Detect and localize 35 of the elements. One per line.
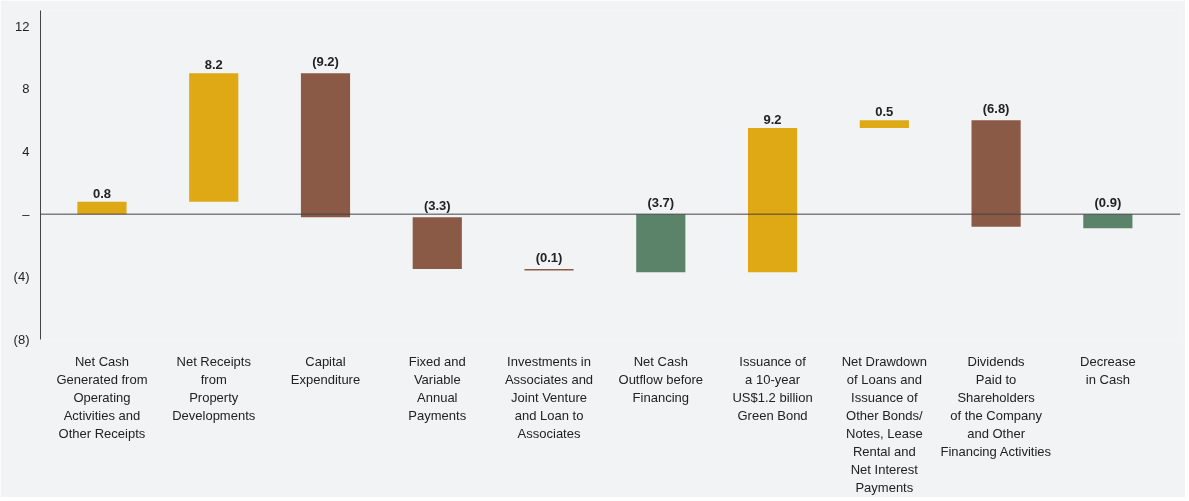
y-tick-label: 4 bbox=[22, 144, 30, 159]
data-label: (6.8) bbox=[982, 101, 1010, 117]
data-label: 8.2 bbox=[204, 57, 223, 73]
y-tick-label: (4) bbox=[13, 269, 30, 285]
data-label: (3.3) bbox=[423, 198, 451, 214]
bar bbox=[189, 73, 239, 202]
bar bbox=[636, 214, 686, 273]
y-tick-label: 12 bbox=[15, 18, 30, 34]
data-label: (3.7) bbox=[647, 195, 675, 211]
y-tick-label: (8) bbox=[13, 332, 30, 347]
data-label: (0.9) bbox=[1094, 195, 1122, 211]
y-tick-label: – bbox=[22, 206, 31, 222]
x-tick-label: Net Drawdown of Loans and Issuance of Other Bonds/ Notes, Lease Rental and Net Interest Payments bbox=[841, 353, 927, 495]
bar bbox=[1083, 214, 1133, 229]
x-tick-label: Capital Expenditure bbox=[290, 353, 361, 387]
x-tick-label: Fixed and Variable Annual Payments bbox=[408, 353, 467, 423]
x-tick-label: Decrease in Cash bbox=[1080, 353, 1136, 387]
bar bbox=[747, 128, 798, 273]
bar bbox=[971, 120, 1021, 227]
data-label: (0.1) bbox=[535, 250, 563, 265]
x-tick-label: Issuance of a 10-year US$1.2 billion Green Bond bbox=[732, 353, 813, 423]
bar bbox=[300, 73, 351, 218]
x-tick-label: Investments in Associates and Joint Venture and Loan to Associates bbox=[504, 353, 594, 441]
bar bbox=[859, 120, 909, 128]
x-tick-label: Net Cash Outflow before Financing bbox=[618, 353, 704, 405]
x-tick-label: Dividends Paid to Shareholders of the Company and Other Financing Activities bbox=[940, 353, 1052, 459]
data-label: 9.2 bbox=[763, 112, 782, 127]
bar bbox=[77, 201, 127, 215]
x-tick-label: Net Cash Generated from Operating Activities and Other Receipts bbox=[56, 353, 148, 441]
data-label: 0.5 bbox=[875, 104, 894, 120]
bar bbox=[412, 217, 462, 269]
y-tick-label: 8 bbox=[22, 81, 30, 97]
data-label: (9.2) bbox=[312, 54, 339, 70]
x-tick-label: Net Receipts from Property Developments bbox=[172, 353, 256, 423]
data-label: 0.8 bbox=[92, 185, 112, 201]
